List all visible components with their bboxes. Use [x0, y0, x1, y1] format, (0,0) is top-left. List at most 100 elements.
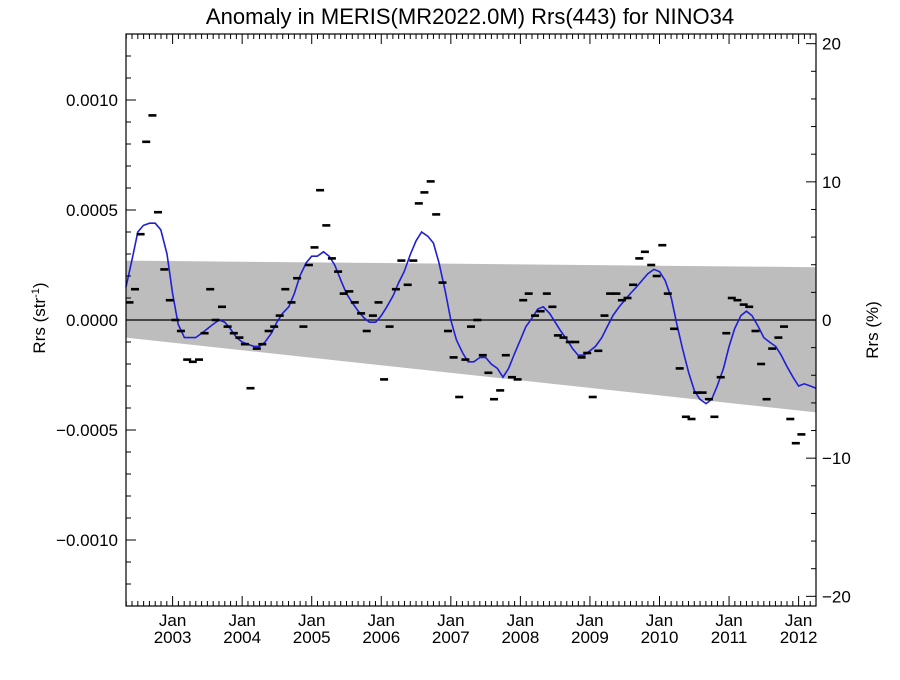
data-point	[235, 336, 244, 339]
data-point	[293, 276, 302, 280]
confidence-band-layer	[126, 260, 816, 413]
smoothed-line-layer	[125, 222, 817, 405]
data-point	[176, 329, 185, 333]
uncertainty-band	[126, 260, 816, 413]
data-point	[565, 340, 574, 344]
data-point	[484, 371, 493, 375]
data-point	[229, 331, 238, 335]
data-point	[391, 287, 400, 291]
x-tick-label-year: 2006	[362, 628, 400, 647]
data-point	[287, 301, 296, 304]
data-point	[327, 257, 336, 260]
x-tick-label-month: Jan	[646, 611, 673, 630]
data-point	[218, 305, 226, 309]
data-point	[600, 314, 609, 317]
data-point	[310, 246, 319, 249]
data-point	[617, 298, 626, 302]
x-tick-label-year: 2008	[501, 628, 539, 647]
data-point	[640, 250, 649, 254]
data-point	[131, 287, 139, 291]
data-point	[571, 340, 580, 344]
data-point	[136, 232, 145, 236]
data-point	[350, 301, 359, 304]
data-point	[264, 329, 273, 333]
data-point	[409, 259, 418, 262]
data-point	[270, 325, 279, 328]
data-point	[739, 303, 748, 306]
y-left-tick-label: 0.0000	[66, 311, 118, 330]
x-tick-label-month: Jan	[368, 611, 395, 630]
data-point	[745, 305, 754, 309]
y-left-tick-label: −0.0005	[56, 421, 118, 440]
axes-layer: 0.00100.00050.0000−0.0005−0.001020100−10…	[56, 33, 851, 647]
data-point	[663, 292, 672, 295]
data-point	[345, 290, 354, 293]
data-point	[786, 417, 795, 421]
data-point	[322, 224, 331, 227]
x-tick-label-month: Jan	[437, 611, 464, 630]
data-point	[612, 292, 621, 295]
data-point	[195, 358, 203, 361]
data-point	[490, 397, 498, 401]
data-point	[397, 259, 406, 262]
data-point	[727, 296, 736, 300]
x-tick-label-year: 2004	[223, 628, 261, 647]
data-point	[125, 301, 134, 304]
y-axis-left-label-sup: -1	[30, 288, 42, 298]
x-tick-label-year: 2009	[571, 628, 609, 647]
data-point	[455, 395, 464, 399]
y-right-tick-label: 10	[822, 173, 841, 192]
data-point	[751, 329, 760, 333]
data-point	[704, 397, 713, 401]
data-point	[211, 318, 220, 322]
data-point	[374, 301, 383, 304]
data-point	[165, 298, 174, 302]
data-point	[733, 298, 742, 302]
smoothed-anomaly-line	[125, 222, 817, 405]
data-point	[553, 334, 562, 337]
x-tick-label-month: Jan	[159, 611, 186, 630]
x-tick-label-month: Jan	[228, 611, 255, 630]
data-point	[299, 325, 308, 328]
data-point	[780, 325, 788, 328]
data-point	[797, 433, 806, 436]
data-point	[658, 243, 667, 247]
data-point	[316, 188, 325, 192]
data-point	[623, 296, 632, 300]
y-left-tick-label: −0.0010	[56, 531, 118, 550]
y-axis-left-label: Rrs (str-1)	[30, 282, 49, 353]
x-tick-label-year: 2012	[780, 628, 818, 647]
data-point	[403, 283, 412, 287]
data-point	[414, 202, 423, 205]
data-point	[252, 347, 261, 350]
data-point	[501, 353, 510, 357]
data-point	[508, 375, 516, 379]
data-point	[524, 292, 533, 295]
data-point	[698, 391, 707, 394]
data-point	[675, 367, 684, 370]
data-point	[223, 325, 232, 328]
data-point	[380, 378, 389, 381]
data-point	[681, 415, 690, 419]
data-point	[496, 389, 505, 392]
data-point	[594, 349, 603, 353]
data-point	[467, 325, 475, 328]
data-point	[148, 114, 157, 117]
x-tick-label-month: Jan	[785, 611, 812, 630]
data-point	[426, 180, 435, 183]
data-point	[200, 331, 209, 335]
data-point	[188, 360, 197, 364]
data-point	[559, 336, 568, 339]
data-point	[385, 325, 394, 328]
x-tick-label-month: Jan	[298, 611, 325, 630]
data-point	[449, 356, 458, 359]
data-point	[531, 314, 539, 317]
data-point	[583, 351, 592, 355]
data-point	[519, 298, 528, 302]
data-point	[791, 441, 800, 445]
data-point	[606, 292, 615, 295]
data-point	[542, 292, 551, 295]
data-point	[420, 191, 429, 194]
data-point	[577, 356, 586, 359]
